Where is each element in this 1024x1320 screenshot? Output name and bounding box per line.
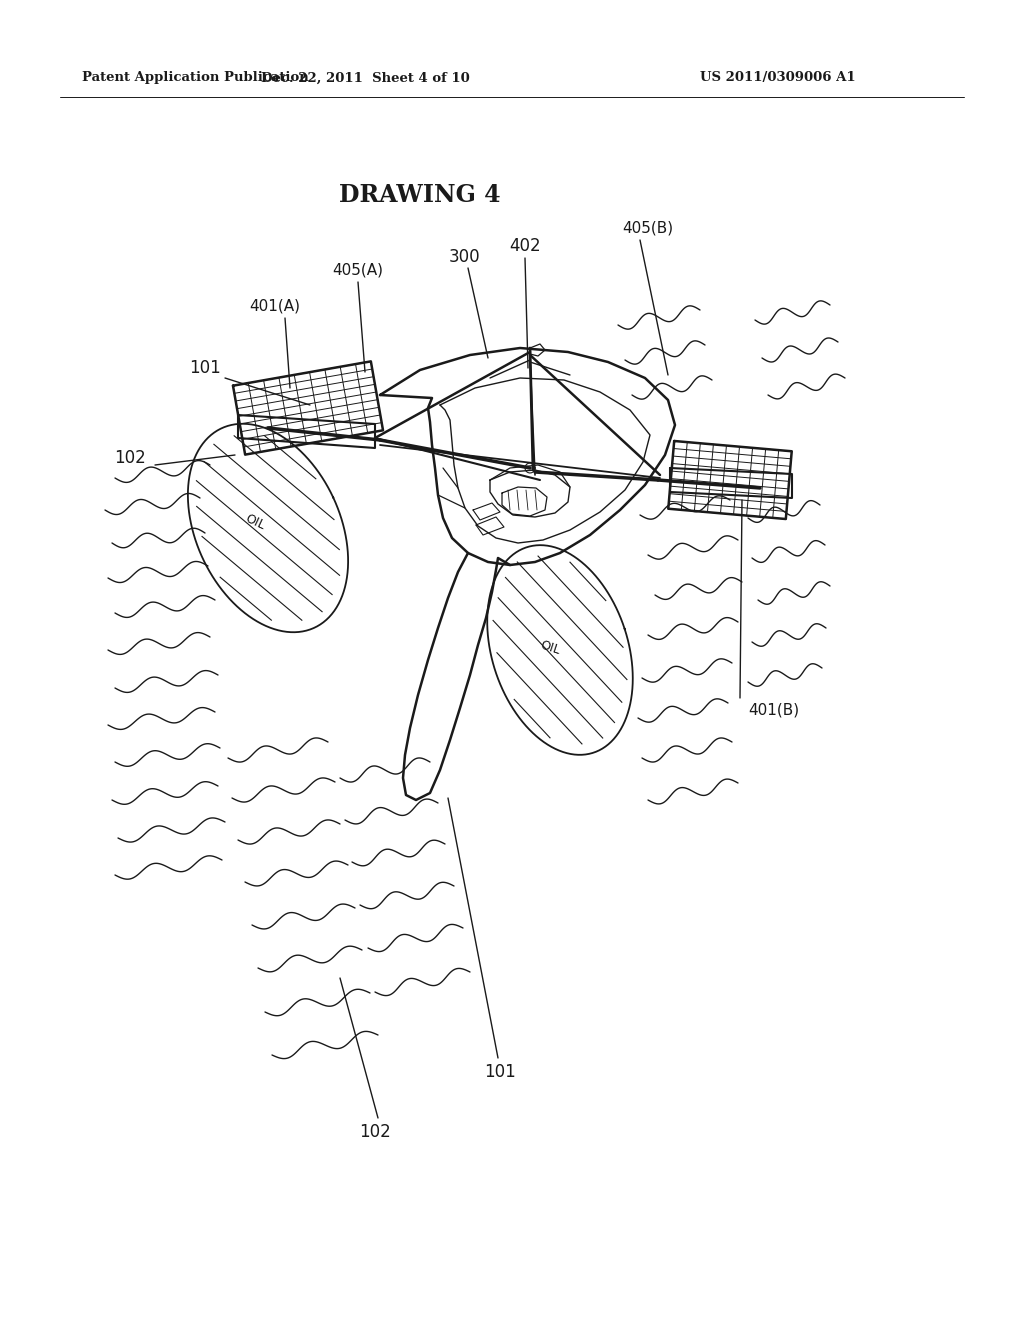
Text: 300: 300 <box>450 248 481 267</box>
Text: 101: 101 <box>484 1063 516 1081</box>
Text: 401(A): 401(A) <box>250 298 300 314</box>
Text: Patent Application Publication: Patent Application Publication <box>82 71 309 84</box>
Text: 102: 102 <box>359 1123 391 1140</box>
Text: OIL: OIL <box>243 512 267 532</box>
Text: DRAWING 4: DRAWING 4 <box>339 183 501 207</box>
Text: 405(A): 405(A) <box>333 263 384 277</box>
Text: 102: 102 <box>114 449 145 467</box>
Text: 405(B): 405(B) <box>623 220 674 235</box>
Text: OIL: OIL <box>539 639 562 657</box>
Text: US 2011/0309006 A1: US 2011/0309006 A1 <box>700 71 856 84</box>
Text: 401(B): 401(B) <box>748 702 799 718</box>
Text: 101: 101 <box>189 359 221 378</box>
Text: 402: 402 <box>509 238 541 255</box>
Text: Dec. 22, 2011  Sheet 4 of 10: Dec. 22, 2011 Sheet 4 of 10 <box>261 71 469 84</box>
